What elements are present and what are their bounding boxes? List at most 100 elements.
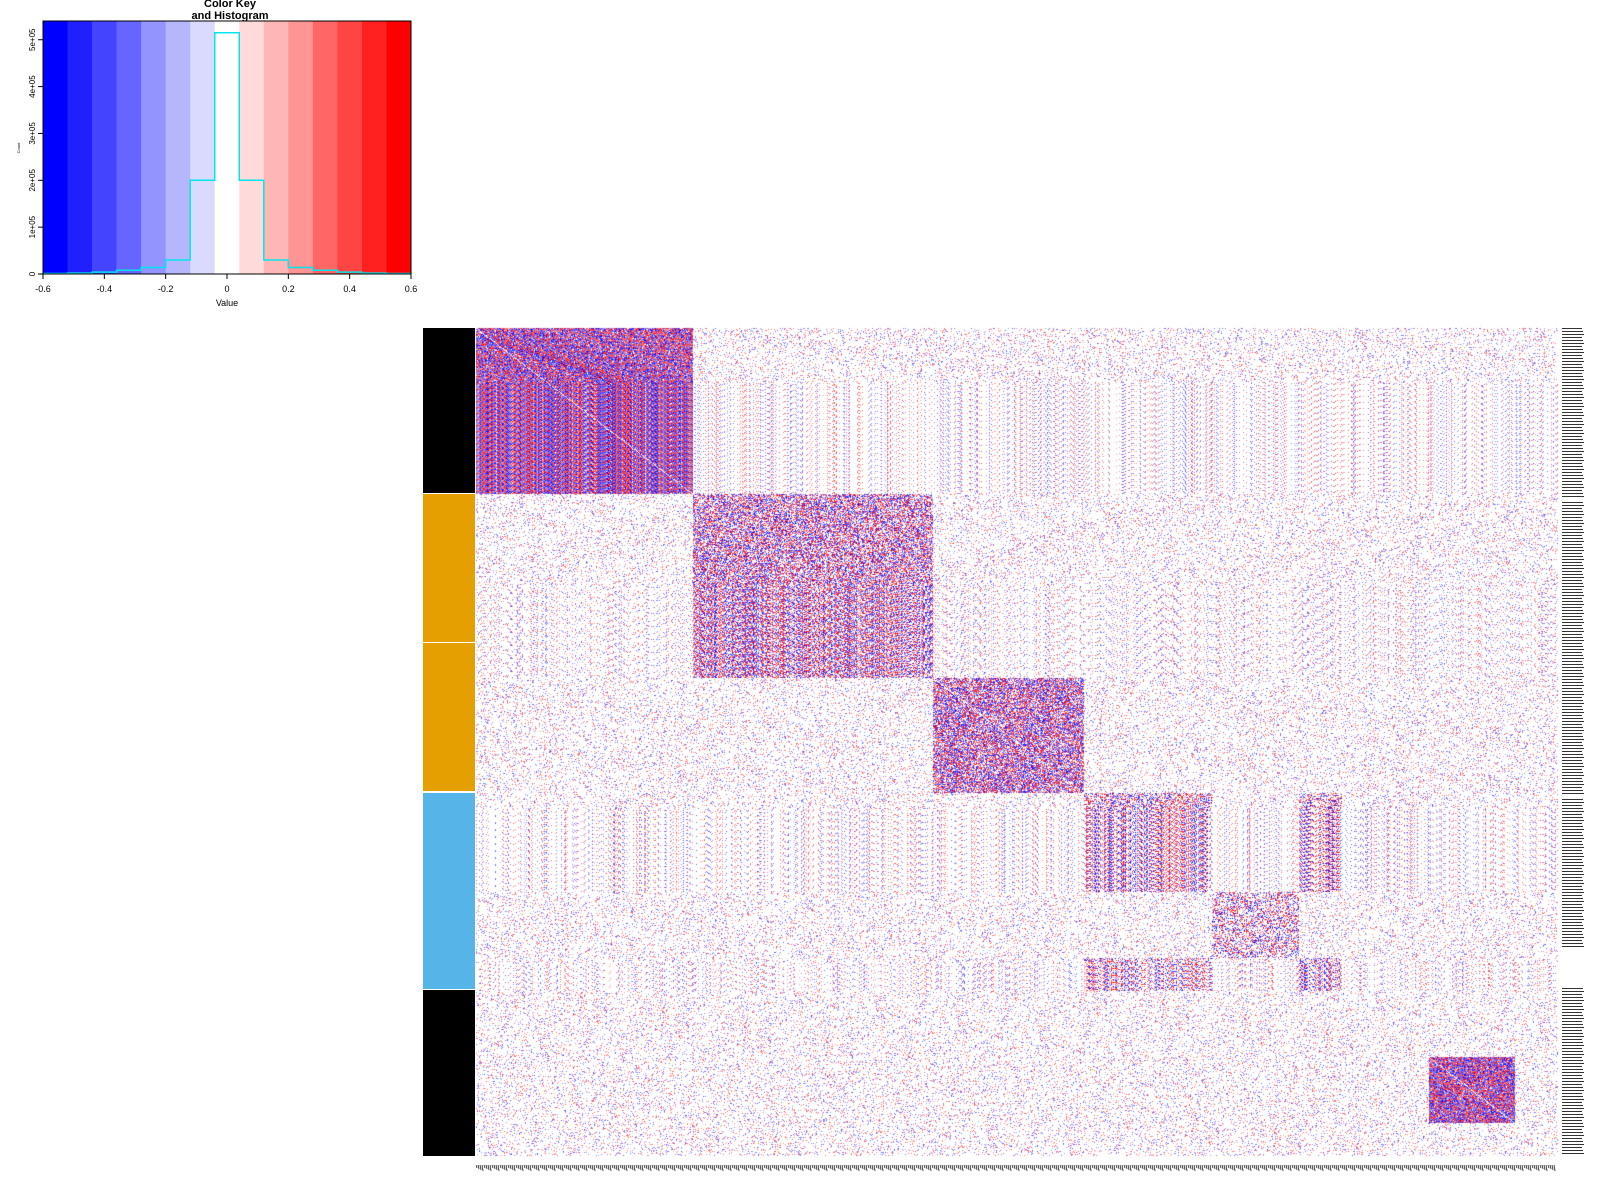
column-label-mark	[1221, 1164, 1224, 1170]
column-label-mark	[631, 1164, 634, 1171]
column-label-mark	[1095, 1164, 1098, 1171]
column-label-mark	[979, 1164, 982, 1169]
column-label-mark	[1243, 1164, 1246, 1169]
column-label-mark	[1281, 1164, 1284, 1172]
column-label-mark	[1029, 1164, 1032, 1170]
column-label-mark	[577, 1164, 580, 1172]
row-side-segment	[423, 493, 475, 643]
column-label-mark	[821, 1164, 824, 1170]
column-label-mark	[499, 1164, 502, 1169]
column-label-mark	[1545, 1164, 1548, 1172]
column-label-mark	[1315, 1164, 1318, 1169]
column-label-mark	[1185, 1164, 1188, 1172]
column-label-mark	[1385, 1164, 1388, 1172]
column-label-mark	[1409, 1164, 1412, 1172]
column-label-mark	[1425, 1164, 1428, 1172]
column-label-mark	[1235, 1164, 1238, 1169]
column-label-mark	[511, 1164, 514, 1171]
column-label-mark	[847, 1164, 850, 1171]
column-label-mark	[867, 1164, 870, 1169]
column-label-mark	[1451, 1164, 1454, 1169]
column-label-mark	[1015, 1164, 1018, 1171]
column-label-mark	[476, 1164, 478, 1169]
column-label-mark	[831, 1164, 834, 1171]
column-label-mark	[881, 1164, 884, 1172]
column-label-mark	[1255, 1164, 1258, 1171]
column-label-mark	[689, 1164, 692, 1172]
column-label-mark	[1285, 1164, 1288, 1170]
column-label-mark	[1081, 1164, 1084, 1172]
column-label-mark	[1259, 1164, 1262, 1169]
column-label-mark	[677, 1164, 680, 1170]
column-label-mark	[545, 1164, 548, 1172]
column-label-mark	[1067, 1164, 1070, 1169]
column-label-mark	[947, 1164, 950, 1169]
column-label-mark	[739, 1164, 742, 1169]
column-label-mark	[1043, 1164, 1046, 1169]
column-label-mark	[1465, 1164, 1468, 1172]
column-label-mark	[733, 1164, 736, 1170]
column-label-mark	[1391, 1164, 1394, 1171]
column-label-mark	[1489, 1164, 1492, 1172]
column-label-mark	[1101, 1164, 1104, 1170]
x-tick-label: 0.4	[343, 284, 356, 294]
column-label-mark	[949, 1164, 952, 1170]
column-label-mark	[771, 1164, 774, 1169]
column-label-mark	[549, 1164, 552, 1170]
column-label-mark	[1407, 1164, 1410, 1171]
column-label-mark	[487, 1164, 490, 1171]
column-label-mark	[859, 1164, 862, 1169]
color-key-bin	[116, 21, 142, 274]
column-label-mark	[489, 1164, 492, 1172]
column-label-mark	[583, 1164, 586, 1171]
column-label-mark	[1459, 1164, 1462, 1169]
column-label-mark	[629, 1164, 632, 1170]
column-label-mark	[1503, 1164, 1506, 1171]
color-key-x-axis: -0.6 -0.4 -0.2 0 0.2 0.4 0.6	[35, 273, 417, 294]
column-label-mark	[1153, 1164, 1156, 1172]
column-label-mark	[827, 1164, 830, 1169]
column-label-mark	[777, 1164, 780, 1172]
column-label-mark	[825, 1164, 828, 1172]
column-label-mark	[1355, 1164, 1358, 1169]
column-label-mark	[1309, 1164, 1312, 1170]
column-label-mark	[1123, 1164, 1126, 1169]
column-label-mark	[687, 1164, 690, 1171]
column-label-mark	[1449, 1164, 1452, 1172]
column-label-mark	[961, 1164, 964, 1172]
column-label-mark	[1341, 1164, 1344, 1170]
column-label-mark	[715, 1164, 718, 1169]
column-label-mark	[617, 1164, 620, 1172]
column-label-mark	[1389, 1164, 1392, 1170]
column-label-mark	[1387, 1164, 1390, 1169]
column-label-mark	[633, 1164, 636, 1172]
column-label-mark	[697, 1164, 700, 1172]
y-tick-label: 5e+05	[28, 28, 37, 51]
column-label-mark	[1039, 1164, 1042, 1171]
column-label-mark	[731, 1164, 734, 1169]
column-label-mark	[563, 1164, 566, 1169]
column-label-mark	[1487, 1164, 1490, 1171]
column-label-mark	[1455, 1164, 1458, 1171]
x-tick-label: 0	[224, 284, 229, 294]
column-label-mark	[803, 1164, 806, 1169]
column-label-mark	[1025, 1164, 1028, 1172]
column-label-mark	[1071, 1164, 1074, 1171]
column-label-mark	[1267, 1164, 1270, 1169]
column-label-mark	[1197, 1164, 1200, 1170]
column-label-mark	[1229, 1164, 1232, 1170]
column-label-mark	[1031, 1164, 1034, 1171]
column-label-mark	[593, 1164, 596, 1172]
column-label-mark	[723, 1164, 726, 1169]
column-label-mark	[1445, 1164, 1448, 1170]
column-label-mark	[521, 1164, 524, 1172]
column-label-mark	[1021, 1164, 1024, 1170]
column-label-mark	[1417, 1164, 1420, 1172]
color-key-bin	[288, 21, 314, 274]
column-label-mark	[1515, 1164, 1518, 1169]
column-label-mark	[1263, 1164, 1266, 1171]
column-label-mark	[513, 1164, 516, 1172]
column-label-mark	[667, 1164, 670, 1169]
column-label-mark	[765, 1164, 768, 1170]
column-label-mark	[975, 1164, 978, 1171]
